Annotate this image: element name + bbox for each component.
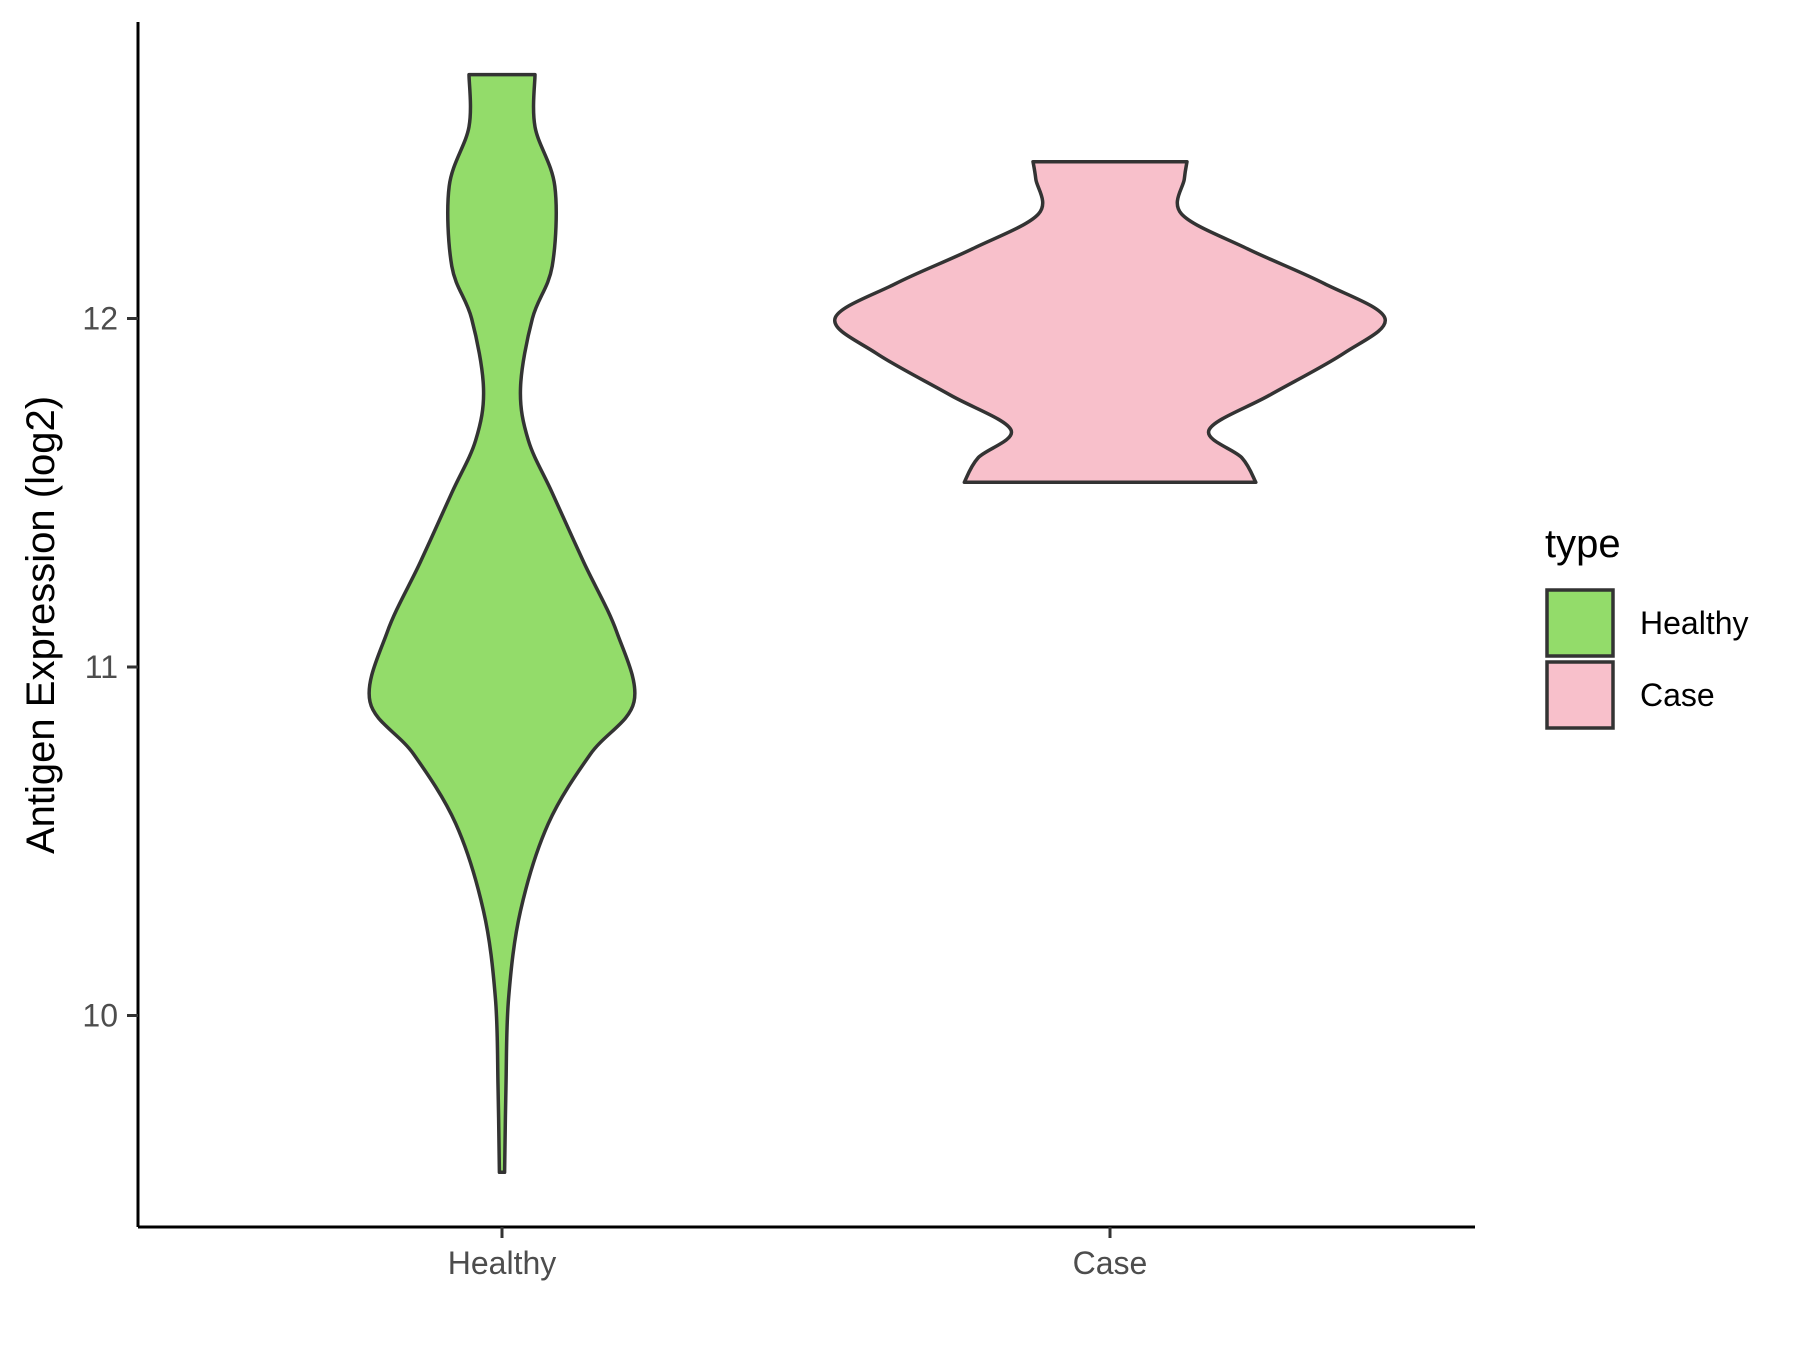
- legend: type Healthy Case: [1545, 522, 1749, 730]
- legend-key-case: [1545, 660, 1615, 730]
- legend-key-healthy: [1545, 588, 1615, 658]
- x-tick-label: Case: [1073, 1245, 1148, 1281]
- y-tick-label: 12: [82, 301, 118, 337]
- violin-case: [833, 159, 1387, 485]
- violin-healthy: [367, 72, 637, 1175]
- y-tick-label: 10: [82, 998, 118, 1034]
- x-tick-label: Healthy: [448, 1245, 557, 1281]
- legend-label-healthy: Healthy: [1640, 605, 1749, 641]
- legend-title: type: [1545, 522, 1621, 566]
- x-ticks: Healthy Case: [448, 1227, 1148, 1281]
- legend-label-case: Case: [1640, 677, 1715, 713]
- y-axis-title: Antigen Expression (log2): [19, 396, 63, 854]
- legend-items: Healthy Case: [1545, 588, 1749, 730]
- y-tick-label: 11: [85, 649, 118, 685]
- y-ticks: 10 11 12: [82, 301, 138, 1034]
- violins-layer: [367, 72, 1387, 1175]
